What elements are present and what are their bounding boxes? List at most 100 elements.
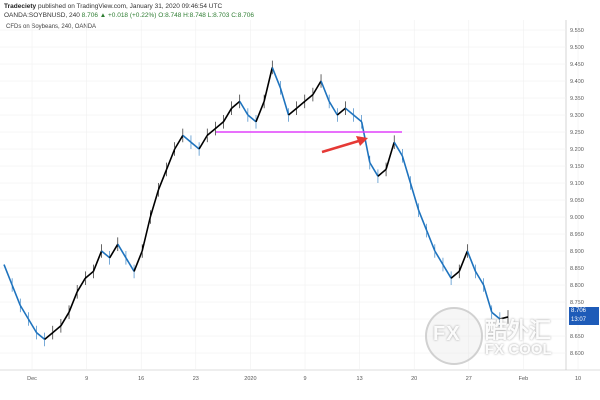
price-segment [182,134,192,143]
y-tick-label: 8.800 [570,283,584,289]
price-segment [491,311,501,320]
watermark-cn: 酷外汇 [485,319,552,344]
x-tick-label: 9 [85,376,88,382]
y-tick-label: 8.950 [570,232,584,238]
price-segment [401,155,412,184]
price-segment [263,67,274,102]
price-segment [450,270,460,279]
price-segment [239,100,249,116]
price-segment [482,284,493,313]
y-tick-label: 8.600 [570,351,584,357]
price-segment [92,250,103,272]
price-segment [68,291,78,313]
y-tick-label: 9.550 [570,28,584,34]
price-segment [474,270,485,286]
price-segment [288,107,298,116]
price-segment [174,134,184,150]
y-tick-label: 8.850 [570,266,584,272]
price-segment [60,311,70,327]
price-segment [133,250,143,272]
breakdown-arrow-head [356,136,368,146]
y-tick-label: 9.450 [570,62,584,68]
breakdown-arrow-shaft [321,138,363,154]
price-segment [409,182,420,211]
price-segment [312,80,322,96]
x-tick-label: 13 [357,376,363,382]
y-tick-label: 9.500 [570,45,584,51]
watermark-circle [425,307,483,365]
watermark-logo: FX 酷外汇 FX COOL [425,305,585,375]
price-segment [165,148,176,170]
x-tick-label: Dec [27,376,37,382]
price-segment [499,316,509,320]
y-tick-label: 9.400 [570,79,584,85]
price-segment [393,141,404,157]
price-segment [141,216,152,252]
symbol-label: OANDA:SOYBNUSD, 240 [4,12,80,19]
y-tick-label: 8.650 [570,334,584,340]
price-segment [101,250,111,259]
price-segment [231,100,241,109]
price-segment [425,230,436,252]
y-tick-label: 9.100 [570,181,584,187]
price-segment [304,93,314,103]
price-segment [369,162,379,177]
x-tick-label: 27 [466,376,472,382]
ohlc-readout: 8.706 ▲ +0.018 (+0.22%) O:8.748 H:8.748 … [81,12,254,19]
price-segment [328,100,338,116]
y-tick-label: 8.750 [570,300,584,306]
price-segment [320,80,330,102]
price-segment [198,134,208,150]
price-segment [417,209,428,231]
price-segment [190,141,200,150]
x-tick-label: 16 [138,376,144,382]
x-tick-label: 10 [575,376,581,382]
price-segment [108,243,119,259]
price-segment [458,250,469,272]
price-segment [52,325,62,334]
price-segment [117,243,127,259]
x-tick-label: 20 [411,376,417,382]
x-tick-label: Feb [519,376,528,382]
price-segment [377,168,387,177]
price-segment [385,141,395,170]
price-segment [3,264,13,286]
price-segment [84,270,94,279]
y-tick-label: 9.000 [570,215,584,221]
x-tick-label: 23 [193,376,199,382]
y-tick-label: 9.250 [570,130,584,136]
author-name[interactable]: Tradeciety [4,3,37,10]
price-segment [434,250,444,266]
y-tick-label: 9.150 [570,164,584,170]
symbol-line: OANDA:SOYBNUSD, 240 8.706 ▲ +0.018 (+0.2… [4,11,254,20]
price-segment [125,257,135,272]
publish-line: Tradeciety published on TradingView.com,… [4,2,254,11]
price-segment [466,250,477,272]
price-segment [336,107,346,116]
watermark-en: FX COOL [485,341,552,358]
price-segment [214,121,224,130]
price-segment [296,100,306,109]
last-price-tag: 8.706 [569,307,599,316]
price-segment [344,107,355,116]
chart-header: Tradeciety published on TradingView.com,… [4,2,254,20]
price-segment [149,189,160,218]
price-segment [222,107,233,123]
price-segment [271,67,282,89]
price-segment [76,277,86,293]
publish-info: published on TradingView.com, January 31… [37,3,223,10]
countdown-tag: 13:07 [569,316,599,325]
price-segment [360,121,371,163]
x-tick-label: 9 [303,376,306,382]
price-segment [36,331,46,341]
price-segment [44,331,54,341]
price-segment [157,169,168,191]
y-tick-label: 8.900 [570,249,584,255]
price-segment [353,114,363,123]
y-tick-label: 9.050 [570,198,584,204]
price-segment [442,264,452,279]
price-segment [279,87,290,116]
y-tick-label: 9.300 [570,113,584,119]
price-segment [11,284,22,306]
